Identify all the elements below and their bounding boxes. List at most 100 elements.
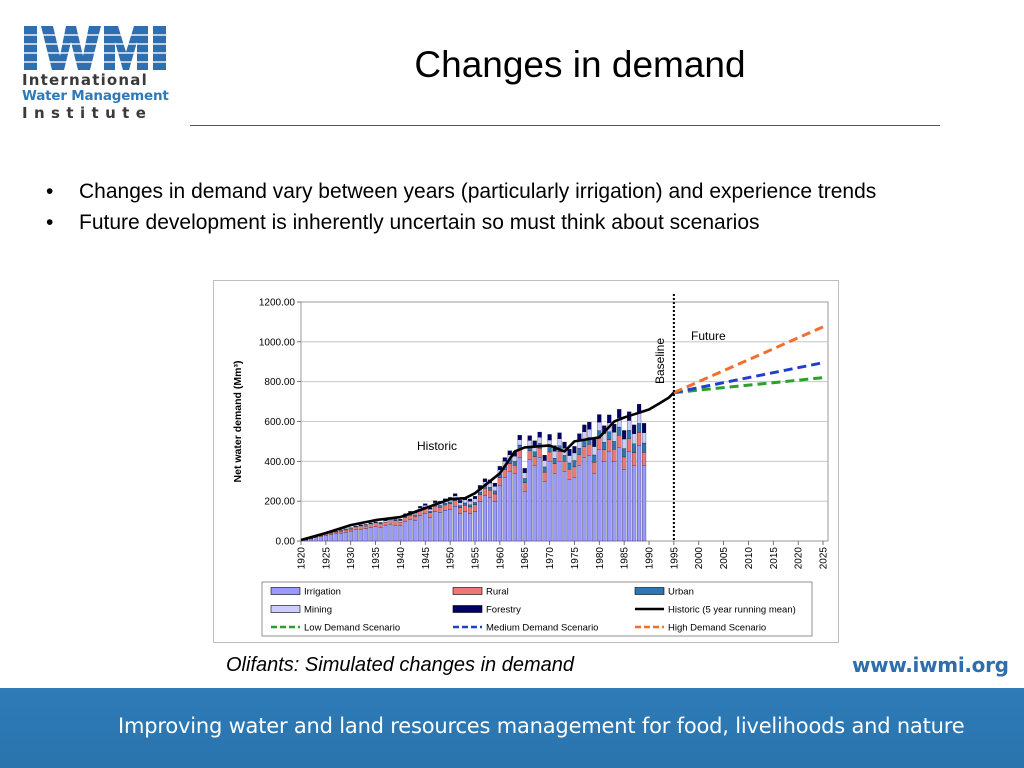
- bar-rural: [373, 523, 378, 527]
- bar-irrigation: [517, 457, 522, 542]
- bar-forestry: [368, 522, 373, 524]
- bar-rural: [622, 456, 627, 470]
- bar-urban: [641, 442, 647, 453]
- bar-urban: [443, 503, 448, 506]
- x-tick-label: 1930: [346, 547, 357, 570]
- bar-irrigation: [353, 529, 358, 542]
- bar-urban: [607, 431, 612, 440]
- bar-mining: [632, 433, 637, 444]
- bar-irrigation: [522, 491, 527, 542]
- legend-swatch: [452, 605, 483, 613]
- bar-mining: [527, 440, 532, 447]
- bar-mining: [517, 439, 522, 446]
- bar-rural: [378, 524, 383, 528]
- bar-irrigation: [463, 511, 468, 542]
- bar-rural: [537, 448, 542, 458]
- bar-forestry: [587, 421, 592, 430]
- bar-forestry: [453, 493, 458, 496]
- bar-rural: [617, 435, 622, 448]
- bar-irrigation: [632, 465, 637, 542]
- bar-rural: [527, 450, 532, 460]
- bar-mining: [398, 520, 403, 523]
- bar-rural: [632, 452, 637, 466]
- bar-mining: [428, 509, 433, 512]
- bar-irrigation: [637, 445, 642, 542]
- bar-irrigation: [562, 471, 567, 542]
- bar-urban: [463, 502, 468, 506]
- bar-rural: [328, 533, 333, 535]
- bar-irrigation: [388, 523, 393, 542]
- bar-rural: [438, 507, 443, 513]
- bar-rural: [348, 528, 353, 532]
- bar-irrigation: [607, 451, 612, 542]
- bar-mining: [472, 498, 478, 503]
- bar-rural: [477, 494, 483, 502]
- bar-forestry: [632, 424, 637, 434]
- x-tick-label: 2025: [819, 547, 830, 570]
- legend-label: Mining: [304, 605, 332, 616]
- x-tick-label: 1950: [446, 547, 457, 570]
- y-tick-label: 1000.00: [259, 337, 296, 348]
- bar-rural: [567, 468, 572, 480]
- bar-urban: [632, 443, 637, 453]
- bullet-item: Future development is inherently uncerta…: [40, 207, 940, 238]
- iwmi-logo-mark: [22, 26, 168, 70]
- bar-mining: [557, 438, 562, 446]
- x-tick-label: 1985: [620, 547, 631, 570]
- bar-urban: [472, 502, 478, 505]
- bar-urban: [438, 505, 443, 508]
- bar-forestry: [617, 409, 622, 418]
- bar-urban: [567, 462, 572, 470]
- bar-irrigation: [467, 512, 473, 542]
- bar-mining: [467, 501, 473, 505]
- y-tick-label: 200.00: [264, 497, 295, 508]
- bar-irrigation: [308, 538, 314, 542]
- bar-forestry: [467, 498, 473, 502]
- bar-irrigation: [567, 479, 572, 542]
- bar-irrigation: [641, 465, 647, 542]
- bar-urban: [542, 466, 547, 473]
- website-link[interactable]: www.iwmi.org: [852, 653, 1009, 677]
- bar-rural: [597, 437, 602, 450]
- bar-rural: [443, 504, 448, 511]
- bar-mining: [383, 520, 388, 523]
- bar-mining: [363, 525, 368, 527]
- bar-mining: [458, 502, 463, 506]
- bar-irrigation: [547, 461, 552, 542]
- bar-rural: [492, 493, 497, 502]
- bar-forestry: [527, 435, 532, 441]
- x-tick-label: 1990: [645, 547, 656, 570]
- bar-rural: [428, 512, 433, 518]
- bar-irrigation: [408, 518, 413, 542]
- bar-irrigation: [338, 532, 343, 542]
- footer-banner: Improving water and land resources manag…: [0, 688, 1024, 768]
- y-tick-label: 800.00: [264, 377, 295, 388]
- bar-irrigation: [443, 510, 448, 542]
- bar-forestry: [582, 424, 587, 432]
- bar-forestry: [622, 430, 627, 440]
- bar-mining: [552, 451, 557, 459]
- bar-rural: [577, 454, 582, 466]
- bar-irrigation: [582, 457, 587, 542]
- bar-rural: [507, 463, 512, 472]
- bar-rural: [482, 488, 488, 496]
- bar-rural: [393, 521, 398, 526]
- x-tick-label: 1920: [297, 547, 308, 570]
- bar-urban: [413, 514, 418, 517]
- bar-rural: [408, 515, 413, 520]
- bar-mining: [572, 452, 577, 461]
- bar-mining: [358, 525, 363, 527]
- line-historic: [300, 391, 675, 542]
- bar-rural: [338, 531, 343, 534]
- bar-forestry: [517, 435, 522, 440]
- bar-irrigation: [328, 534, 333, 542]
- bar-forestry: [482, 478, 488, 482]
- y-axis-label: Net water demand (Mm³): [232, 361, 244, 483]
- x-tick-label: 1960: [495, 547, 506, 570]
- bar-rural: [398, 521, 403, 526]
- bar-rural: [532, 456, 537, 466]
- bar-mining: [592, 446, 597, 456]
- bar-urban: [547, 446, 552, 453]
- bar-irrigation: [612, 461, 617, 542]
- bar-irrigation: [602, 461, 607, 542]
